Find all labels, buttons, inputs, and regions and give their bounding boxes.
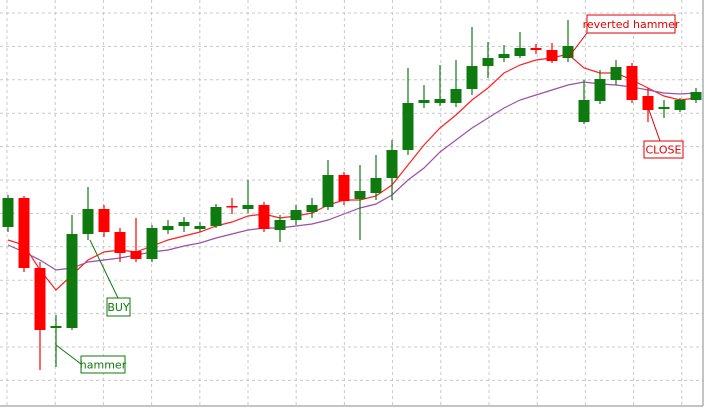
annotation-label: reverted hammer bbox=[583, 18, 680, 31]
candle-body bbox=[290, 210, 302, 220]
annotation-label: BUY bbox=[107, 301, 130, 314]
candle-body bbox=[530, 48, 542, 50]
candle-body bbox=[194, 226, 206, 229]
candle-body bbox=[594, 79, 606, 101]
annotation-pointer bbox=[89, 239, 119, 299]
annotation-box bbox=[80, 355, 126, 374]
candle-body bbox=[130, 251, 142, 259]
candle-body bbox=[2, 198, 14, 227]
candle-body bbox=[610, 67, 622, 80]
candle-body bbox=[146, 228, 158, 259]
annotation-box bbox=[586, 14, 676, 34]
candle-body bbox=[114, 232, 126, 253]
candle-body bbox=[82, 209, 94, 234]
candle-body bbox=[514, 48, 526, 56]
candle-body bbox=[562, 46, 574, 58]
moving-average bbox=[7, 81, 697, 271]
candle-body bbox=[178, 222, 190, 226]
grid bbox=[0, 0, 703, 406]
annotation-pointer bbox=[648, 109, 661, 142]
candle-body bbox=[418, 100, 430, 103]
candle-body bbox=[242, 205, 254, 209]
annotation-pointer bbox=[55, 344, 82, 365]
candle-body bbox=[98, 209, 110, 232]
candle-body bbox=[258, 205, 270, 229]
candle-body bbox=[226, 206, 238, 208]
candle-body bbox=[482, 58, 494, 66]
candle-body bbox=[402, 103, 414, 150]
candle-body bbox=[370, 178, 382, 193]
annotation-label: CLOSE bbox=[645, 144, 681, 157]
annotation-box bbox=[643, 140, 684, 159]
candle-body bbox=[466, 66, 478, 89]
candle-body bbox=[386, 150, 398, 178]
candle-body bbox=[546, 50, 558, 61]
candle-body bbox=[498, 54, 510, 58]
candle-body bbox=[66, 234, 78, 328]
candle-body bbox=[642, 96, 654, 110]
candle-body bbox=[674, 100, 686, 110]
candle-body bbox=[306, 205, 318, 212]
candle-body bbox=[338, 175, 350, 201]
candle-body bbox=[274, 220, 286, 230]
annotation-box bbox=[106, 297, 131, 317]
annotation-pointer bbox=[567, 32, 588, 59]
candle-body bbox=[18, 198, 30, 268]
candle-body bbox=[162, 226, 174, 230]
candle-body bbox=[50, 326, 62, 328]
candle-body bbox=[626, 66, 638, 100]
candle-body bbox=[322, 175, 334, 207]
candle-body bbox=[34, 268, 46, 330]
candle-body bbox=[658, 107, 670, 109]
annotation-label: hammer bbox=[80, 359, 127, 372]
candle-body bbox=[210, 207, 222, 226]
candle-body bbox=[690, 92, 702, 100]
candle-body bbox=[434, 99, 446, 103]
candle-body bbox=[354, 191, 366, 199]
candle-body bbox=[450, 89, 462, 103]
candle-body bbox=[578, 100, 590, 122]
